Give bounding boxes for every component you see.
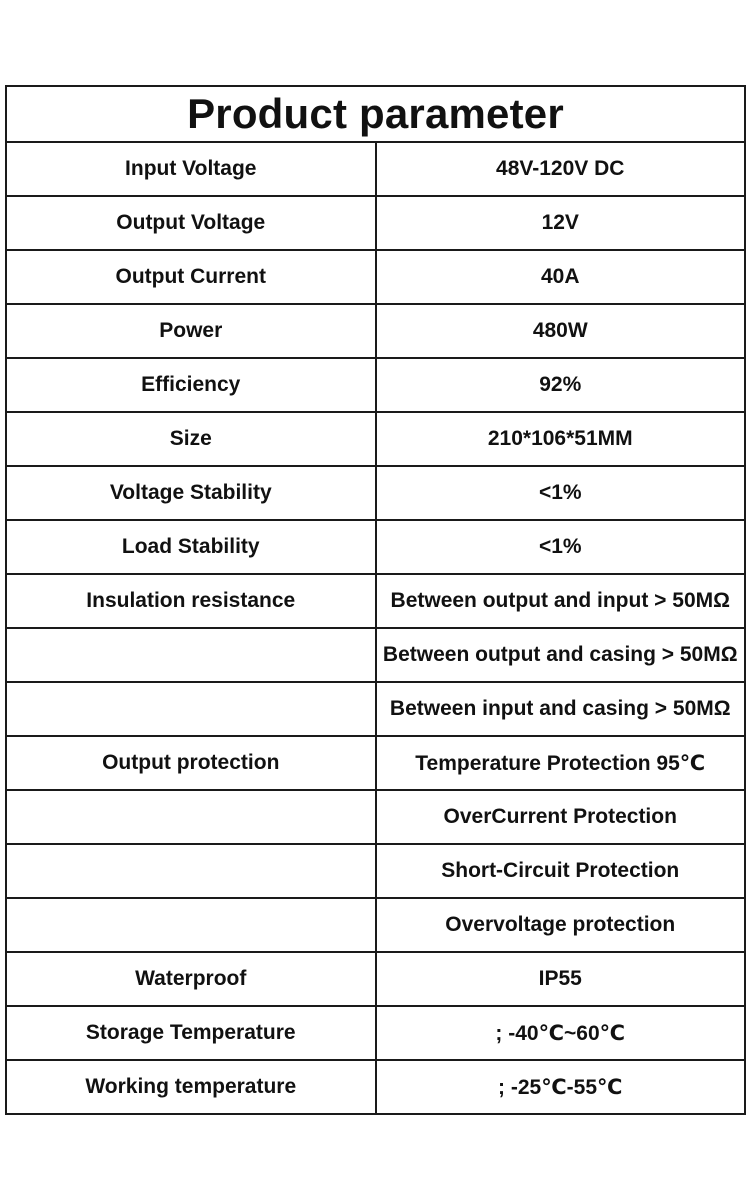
table-row: Output Current 40A [5,249,746,305]
table-row: OverCurrent Protection [5,789,746,845]
table-row: Size 210*106*51MM [5,411,746,467]
row-value: 92% [374,357,746,413]
table-row: Insulation resistance Between output and… [5,573,746,629]
table-row: Input Voltage 48V-120V DC [5,141,746,197]
row-label: Insulation resistance [5,573,377,629]
table-row: Short-Circuit Protection [5,843,746,899]
table-row: Load Stability <1% [5,519,746,575]
row-label: Size [5,411,377,467]
table-row: Waterproof IP55 [5,951,746,1007]
row-label [5,789,377,845]
row-label [5,627,377,683]
row-value: 48V-120V DC [374,141,746,197]
product-parameter-table: Product parameter Input Voltage 48V-120V… [5,85,746,1115]
row-label: Storage Temperature [5,1005,377,1061]
row-value: Short-Circuit Protection [374,843,746,899]
row-value: 12V [374,195,746,251]
row-value: Between output and casing > 50MΩ [374,627,746,683]
row-label: Output Current [5,249,377,305]
row-value: 40A [374,249,746,305]
row-value: <1% [374,519,746,575]
table-row: Overvoltage protection [5,897,746,953]
row-label: Working temperature [5,1059,377,1115]
row-label: Output Voltage [5,195,377,251]
title-row: Product parameter [5,85,746,143]
row-label [5,843,377,899]
row-value: Between output and input > 50MΩ [374,573,746,629]
table-row: Output protection Temperature Protection… [5,735,746,791]
row-value: IP55 [374,951,746,1007]
row-label: Waterproof [5,951,377,1007]
row-value: 210*106*51MM [374,411,746,467]
row-value: ; -40℃~60℃ [374,1005,746,1061]
row-label: Load Stability [5,519,377,575]
row-value: 480W [374,303,746,359]
table-row: Power 480W [5,303,746,359]
row-label [5,681,377,737]
row-label: Voltage Stability [5,465,377,521]
row-value: ; -25℃-55℃ [374,1059,746,1115]
row-label [5,897,377,953]
table-title: Product parameter [5,85,746,143]
row-label: Power [5,303,377,359]
row-value: <1% [374,465,746,521]
row-value: Temperature Protection 95℃ [374,735,746,791]
row-label: Input Voltage [5,141,377,197]
row-value: OverCurrent Protection [374,789,746,845]
table-row: Between output and casing > 50MΩ [5,627,746,683]
table-row: Between input and casing > 50MΩ [5,681,746,737]
row-label: Efficiency [5,357,377,413]
table-row: Output Voltage 12V [5,195,746,251]
row-label: Output protection [5,735,377,791]
table-row: Storage Temperature ; -40℃~60℃ [5,1005,746,1061]
table-row: Working temperature ; -25℃-55℃ [5,1059,746,1115]
row-value: Between input and casing > 50MΩ [374,681,746,737]
row-value: Overvoltage protection [374,897,746,953]
table-row: Voltage Stability <1% [5,465,746,521]
table-row: Efficiency 92% [5,357,746,413]
